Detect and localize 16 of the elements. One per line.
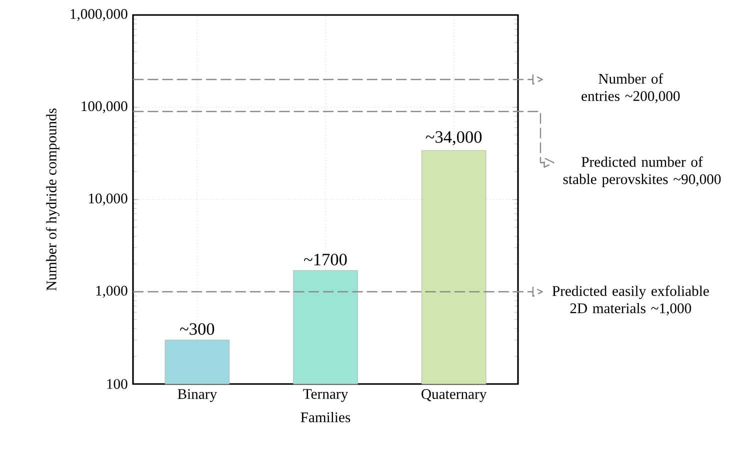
ref-line-label: Predicted easily exfoliable 2D materials ~1,000: [552, 286, 709, 316]
ref-line-label: Number of entries ~200,000: [582, 73, 680, 104]
data-label: ~34,000: [426, 131, 482, 146]
data-label: ~300: [180, 323, 214, 335]
y-axis-title: Number of hydride compounds: [46, 108, 60, 291]
data-label: ~1700: [304, 254, 347, 266]
x-tick-label: Quaternary: [422, 389, 487, 402]
y-tick-label: 100,000: [82, 101, 128, 114]
x-axis-title: Families: [300, 412, 350, 422]
y-tick-label: 1,000: [96, 286, 128, 298]
y-tick-label: 10,000: [88, 194, 128, 206]
ref-line-label: Predicted number of stable perovskites ~90,000: [563, 156, 721, 188]
x-tick-label: Ternary: [303, 389, 348, 402]
y-tick-label: 1,000,000: [70, 9, 128, 21]
y-tick-label: 100: [107, 379, 128, 389]
x-tick-label: Binary: [178, 389, 218, 402]
